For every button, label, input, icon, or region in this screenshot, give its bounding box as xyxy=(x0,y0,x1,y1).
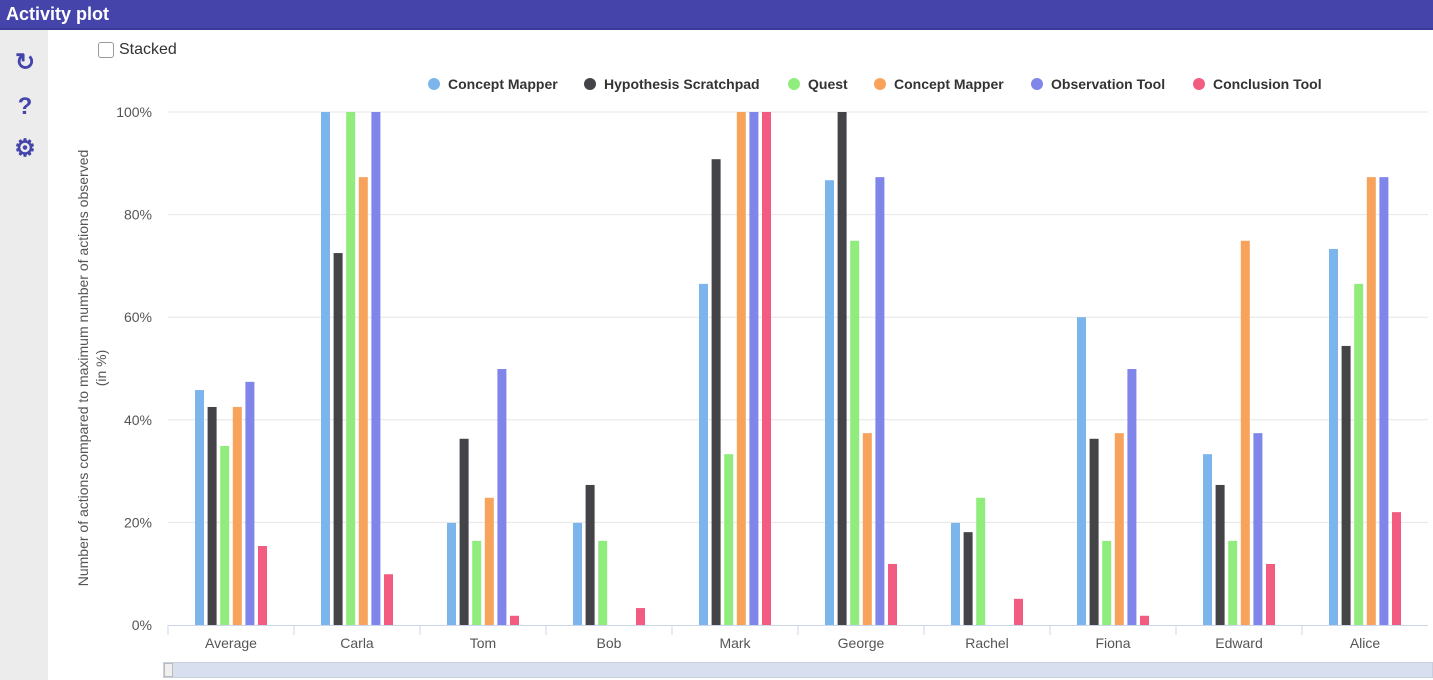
legend-marker xyxy=(1193,78,1205,90)
bar-quest-tom xyxy=(472,540,482,625)
bar-observation-tool-george xyxy=(875,177,885,625)
bar-conclusion-tool-tom xyxy=(510,615,519,625)
bar-hypothesis-scratchpad-average xyxy=(207,406,217,625)
bar-quest-edward xyxy=(1228,540,1238,625)
help-icon[interactable]: ? xyxy=(17,93,33,120)
bar-hypothesis-scratchpad-fiona xyxy=(1089,438,1099,625)
legend-marker xyxy=(874,78,886,90)
bar-concept-mapper-bob xyxy=(573,522,582,625)
horizontal-scrollbar[interactable] xyxy=(163,662,1433,678)
x-tick-label: Bob xyxy=(597,635,622,651)
bar-hypothesis-scratchpad-mark xyxy=(711,159,721,626)
bar-concept-mapper-fiona xyxy=(1077,317,1086,625)
x-tick-label: George xyxy=(838,635,885,651)
bar-conclusion-tool-rachel xyxy=(1014,598,1023,625)
x-tick-label: Rachel xyxy=(965,635,1009,651)
bar-conclusion-tool-bob xyxy=(636,608,645,625)
bar-hypothesis-scratchpad-bob xyxy=(585,484,595,625)
x-tick-label: Average xyxy=(205,635,257,651)
legend-item[interactable]: Hypothesis Scratchpad xyxy=(604,76,760,92)
x-tick-label: Fiona xyxy=(1095,635,1130,651)
bar-hypothesis-scratchpad-alice xyxy=(1341,345,1351,625)
bar-observation-tool-edward xyxy=(1253,433,1263,625)
bar-concept-mapper-average xyxy=(232,406,242,625)
bar-conclusion-tool-fiona xyxy=(1140,615,1149,625)
bar-quest-alice xyxy=(1354,283,1364,625)
bar-observation-tool-alice xyxy=(1379,177,1389,625)
y-axis-title: Number of actions compared to maximum nu… xyxy=(75,150,109,587)
bar-hypothesis-scratchpad-rachel xyxy=(963,532,973,625)
legend-marker xyxy=(1031,78,1043,90)
legend-item[interactable]: Concept Mapper xyxy=(448,76,558,92)
y-tick-label: 0% xyxy=(132,617,152,633)
bar-concept-mapper-average xyxy=(195,390,204,625)
bar-quest-mark xyxy=(724,454,734,625)
bar-hypothesis-scratchpad-edward xyxy=(1215,484,1225,625)
app-header: Activity plot xyxy=(0,0,1433,30)
bar-quest-bob xyxy=(598,540,608,625)
y-tick-label: 60% xyxy=(124,309,152,325)
scrollbar-handle[interactable] xyxy=(164,663,173,677)
legend-item[interactable]: Concept Mapper xyxy=(894,76,1004,92)
bar-observation-tool-mark xyxy=(749,112,759,625)
bar-observation-tool-tom xyxy=(497,369,507,625)
bar-concept-mapper-carla xyxy=(321,112,330,625)
bar-concept-mapper-mark xyxy=(699,283,708,625)
x-tick-label: Edward xyxy=(1215,635,1262,651)
bar-quest-average xyxy=(220,445,230,625)
x-tick-label: Mark xyxy=(719,635,751,651)
y-tick-label: 100% xyxy=(116,104,152,120)
bar-hypothesis-scratchpad-george xyxy=(837,112,847,625)
legend-item[interactable]: Observation Tool xyxy=(1051,76,1165,92)
gear-icon[interactable]: ⚙ xyxy=(14,135,36,162)
x-tick-label: Tom xyxy=(470,635,496,651)
y-tick-label: 80% xyxy=(124,207,152,223)
bar-conclusion-tool-edward xyxy=(1266,563,1275,625)
bar-concept-mapper-alice xyxy=(1329,248,1338,625)
bar-quest-fiona xyxy=(1102,540,1112,625)
bar-conclusion-tool-alice xyxy=(1392,512,1401,625)
bar-conclusion-tool-george xyxy=(888,563,897,625)
bar-quest-george xyxy=(850,240,860,625)
bar-hypothesis-scratchpad-carla xyxy=(333,253,343,625)
checkbox-box[interactable] xyxy=(98,42,114,58)
x-tick-label: Carla xyxy=(340,635,374,651)
bar-concept-mapper-george xyxy=(862,433,872,625)
bar-concept-mapper-edward xyxy=(1203,454,1212,625)
bar-concept-mapper-rachel xyxy=(951,522,960,625)
bar-conclusion-tool-carla xyxy=(384,574,393,625)
bar-conclusion-tool-mark xyxy=(762,112,771,625)
bar-concept-mapper-alice xyxy=(1366,177,1376,625)
bar-conclusion-tool-average xyxy=(258,545,267,625)
page-title: Activity plot xyxy=(6,4,110,24)
legend-marker xyxy=(788,78,800,90)
bar-concept-mapper-edward xyxy=(1240,240,1250,625)
bar-observation-tool-carla xyxy=(371,112,381,625)
legend-marker xyxy=(428,78,440,90)
legend-item[interactable]: Conclusion Tool xyxy=(1213,76,1322,92)
x-tick-label: Alice xyxy=(1350,635,1381,651)
y-tick-label: 20% xyxy=(124,514,152,530)
bar-concept-mapper-mark xyxy=(736,112,746,625)
bar-quest-carla xyxy=(346,112,356,625)
refresh-icon[interactable]: ↻ xyxy=(14,49,36,76)
bar-concept-mapper-george xyxy=(825,180,834,625)
legend-marker xyxy=(584,78,596,90)
bar-concept-mapper-fiona xyxy=(1114,433,1124,625)
bar-concept-mapper-tom xyxy=(484,497,494,625)
sidebar: ↻ ? ⚙ xyxy=(0,30,48,680)
y-tick-label: 40% xyxy=(124,412,152,428)
bar-concept-mapper-tom xyxy=(447,522,456,625)
bar-observation-tool-average xyxy=(245,381,255,625)
bar-hypothesis-scratchpad-tom xyxy=(459,438,469,625)
stacked-label: Stacked xyxy=(119,41,177,58)
bar-concept-mapper-carla xyxy=(358,177,368,625)
stacked-checkbox[interactable]: Stacked xyxy=(98,41,177,59)
y-axis-title-line: Number of actions compared to maximum nu… xyxy=(75,150,91,587)
bar-observation-tool-fiona xyxy=(1127,369,1137,625)
legend-item[interactable]: Quest xyxy=(808,76,848,92)
y-axis-title-line: (in %) xyxy=(93,350,109,387)
bar-quest-rachel xyxy=(976,497,986,625)
